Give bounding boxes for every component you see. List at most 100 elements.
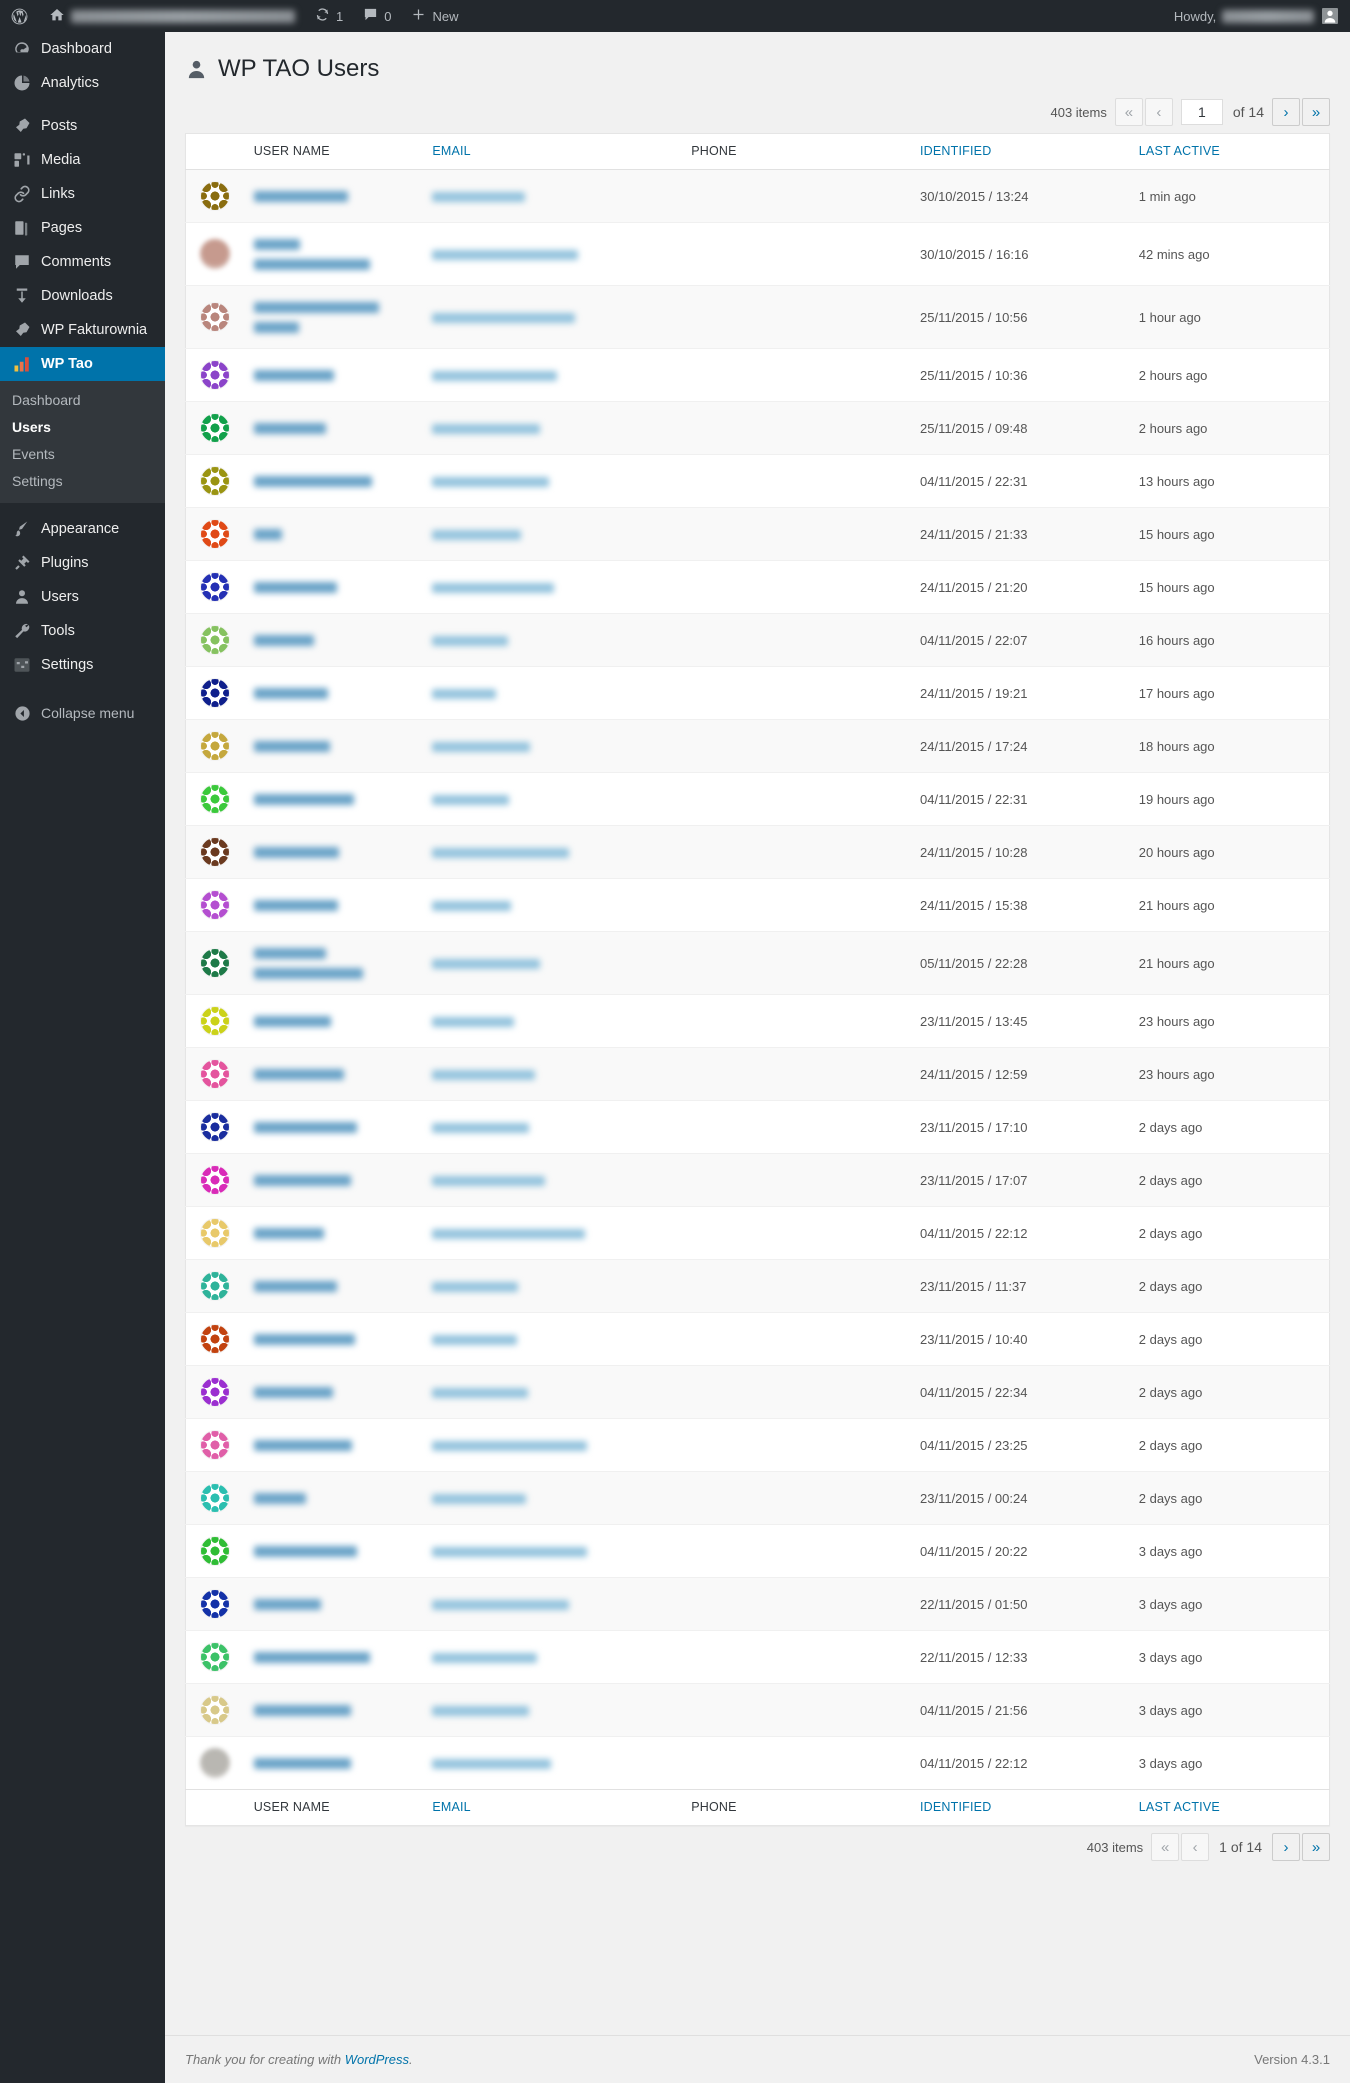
email-cell[interactable]: mikmail@wolka.com [422, 1259, 682, 1313]
email-cell[interactable]: strzelecznowak@o2.pl [422, 719, 682, 773]
collapse-menu-button[interactable]: Collapse menu [0, 696, 165, 730]
email-cell[interactable]: wh54brig.waw.pl [422, 994, 682, 1048]
sidebar-item-downloads[interactable]: Downloads [0, 279, 165, 313]
table-row[interactable]: Monika Wrona monikawronapoczta@gmail.com 0… [185, 1206, 1330, 1260]
user-name-cell[interactable]: Beata Janiszewska [243, 222, 423, 286]
user-name-cell[interactable]: Michal Jaworski [243, 169, 423, 223]
user-name-cell[interactable]: Emilia Grabis [243, 401, 423, 455]
table-row[interactable]: Anna Wrzesniak People Agency annawrzesnia… [185, 285, 1330, 349]
user-name-cell[interactable]: Marcin Malinowska [243, 1047, 423, 1101]
email-cell[interactable]: aszkuryszczak.pl [422, 878, 682, 932]
email-cell[interactable]: aburabcysk@gmail.com [422, 1683, 682, 1737]
email-cell[interactable]: mpaulabroda@gmail.com [422, 931, 682, 995]
table-row[interactable]: Emilia Grabis biuro.dorota@invertpa.pl 25/… [185, 401, 1330, 455]
user-name-cell[interactable]: Katarzyna Walwarad [243, 1524, 423, 1578]
table-row[interactable]: Agnieszka Karabasz aburabcysk@gmail.com 04… [185, 1683, 1330, 1737]
table-row[interactable]: Michal Jaworski przykrad@wp.pl 30/10/2015 … [185, 169, 1330, 223]
table-row[interactable]: Aneta Nphoplaba aszkuryszczak.pl 24/11/201… [185, 878, 1330, 932]
table-row[interactable]: Monika Sobota tinsob@tlen.pl 24/11/2015 / … [185, 666, 1330, 720]
table-row[interactable]: Beata Janiszewska kontakt@poznanagency.pl… [185, 222, 1330, 286]
sidebar-item-wp-fakturownia[interactable]: WP Fakturownia [0, 313, 165, 347]
table-row[interactable]: Katarzyna Walwarad katarzynawalwarad@outl… [185, 1524, 1330, 1578]
user-name-cell[interactable]: Milena Suchowiska [243, 1100, 423, 1154]
table-row[interactable]: Marta Murawska wh54brig.waw.pl 23/11/2015 … [185, 994, 1330, 1048]
user-name-cell[interactable]: Marta Murawska [243, 994, 423, 1048]
prev-page-button[interactable]: ‹ [1144, 98, 1173, 126]
email-cell[interactable]: gonadkragowa-a.pl [422, 1312, 682, 1366]
col-email-footer[interactable]: EMAIL [422, 1789, 682, 1826]
email-cell[interactable]: handlowy.wp.olbrokt.pl [422, 1047, 682, 1101]
col-last-active-footer[interactable]: LAST ACTIVE [1128, 1789, 1330, 1826]
table-row[interactable]: Katarzyna Sychlaba kontakt@katarzynabydlo… [185, 1418, 1330, 1472]
col-email[interactable]: EMAIL [422, 133, 682, 170]
user-name-cell[interactable]: Monika Wrona [243, 1206, 423, 1260]
sidebar-item-settings[interactable]: Settings [0, 648, 165, 682]
email-cell[interactable]: marketuxuri.pl@tlen.pl [422, 1365, 682, 1419]
email-cell[interactable]: marcin.jankowski@gmail.com [422, 348, 682, 402]
email-cell[interactable]: monikakowalska@kilkami.pl [422, 825, 682, 879]
first-page-button[interactable]: « [1114, 98, 1143, 126]
user-name-cell[interactable]: Agnieszka Karabasz [243, 1683, 423, 1737]
table-row[interactable]: Marcin Malinowska handlowy.wp.olbrokt.pl 2… [185, 1047, 1330, 1101]
sidebar-item-comments[interactable]: Comments [0, 245, 165, 279]
sidebar-item-users[interactable]: Users [0, 580, 165, 614]
email-cell[interactable]: monikawronapoczta@gmail.com [422, 1206, 682, 1260]
sidebar-item-posts[interactable]: Posts [0, 109, 165, 143]
sidebar-item-plugins[interactable]: Plugins [0, 546, 165, 580]
table-row[interactable]: Kamila Kaminska monikakowalska@kilkami.pl… [185, 825, 1330, 879]
col-last-active[interactable]: LAST ACTIVE [1128, 133, 1330, 170]
table-row[interactable]: Katarzyna Mikud mikmail@wolka.com 23/11/20… [185, 1259, 1330, 1313]
table-row[interactable]: Milena Suchowiska milenakurz@gmail.com 23/… [185, 1100, 1330, 1154]
table-row[interactable]: Aleksandra Cieslina karolina@tlen.pl 04/11… [185, 772, 1330, 826]
last-page-button-bottom[interactable]: » [1302, 1833, 1330, 1861]
user-name-cell[interactable]: Monika Romanowski [243, 1153, 423, 1207]
table-row[interactable]: Aneta Pawlak anetapawlak@metaloskletpl 22/… [185, 1577, 1330, 1631]
user-name-cell[interactable]: Katarzyna Sychlaba [243, 1418, 423, 1472]
user-name-cell[interactable]: Aleksandra Cieslina [243, 772, 423, 826]
user-name-cell[interactable]: Malgorzata Nowacka [243, 1312, 423, 1366]
table-row[interactable]: Adil Ismiec kontakt@abacomix.pl 23/11/2015… [185, 1471, 1330, 1525]
next-page-button[interactable]: › [1272, 98, 1300, 126]
submenu-item-dashboard[interactable]: Dashboard [12, 392, 81, 408]
table-row[interactable]: Malgorzata Nowacka gonadkragowa-a.pl 23/11… [185, 1312, 1330, 1366]
wordpress-logo-icon[interactable] [0, 0, 39, 32]
sidebar-item-media[interactable]: Media [0, 143, 165, 177]
user-name-cell[interactable]: Magdalena Pawlowska Sklep [243, 931, 423, 995]
site-name-menu[interactable]: Platforma Wiedzy Pani Sergiego Ciasa [39, 0, 305, 32]
prev-page-button-bottom[interactable]: ‹ [1181, 1833, 1210, 1861]
table-row[interactable]: Marcin Kasprzyk marketuxuri.pl@tlen.pl 04/… [185, 1365, 1330, 1419]
sidebar-item-pages[interactable]: Pages [0, 211, 165, 245]
next-page-button-bottom[interactable]: › [1272, 1833, 1300, 1861]
email-cell[interactable]: zarekaurszula@gmail.com [422, 560, 682, 614]
email-cell[interactable]: przykrad@wp.pl [422, 169, 682, 223]
table-row[interactable]: Monika Kowan Pierzak annawronski@gmail.co… [185, 1630, 1330, 1684]
table-row[interactable]: Dorota Zarnecka zarekaurszula@gmail.com 24… [185, 560, 1330, 614]
new-content-menu[interactable]: New [401, 0, 468, 32]
user-name-cell[interactable]: Katarzyna Mikud [243, 1259, 423, 1313]
email-cell[interactable]: kontakt@abacomix.pl [422, 1471, 682, 1525]
user-name-cell[interactable]: Anna Wrzesniak People Agency [243, 285, 423, 349]
table-row[interactable]: Michalina Nowakowska hanuszko@bc.net.pl 04… [185, 454, 1330, 508]
email-cell[interactable]: monika_romanowski@wp.pl [422, 1153, 682, 1207]
table-row[interactable]: Magdalena Pawlowska Sklep mpaulabroda@gma… [185, 931, 1330, 995]
sidebar-item-links[interactable]: Links [0, 177, 165, 211]
table-row[interactable]: Lucas lgrabowska@gmail.com 24/11/2015 / 21… [185, 507, 1330, 561]
col-identified[interactable]: IDENTIFIED [910, 133, 1129, 170]
user-name-cell[interactable]: Kinga Borowska [243, 719, 423, 773]
user-name-cell[interactable]: Adil Ismiec [243, 1471, 423, 1525]
sidebar-item-tools[interactable]: Tools [0, 614, 165, 648]
submenu-item-events[interactable]: Events [12, 446, 55, 462]
email-cell[interactable]: hanuszko@bc.net.pl [422, 454, 682, 508]
user-name-cell[interactable]: Monika Sobota [243, 666, 423, 720]
col-identified-footer[interactable]: IDENTIFIED [910, 1789, 1129, 1826]
col-user-name[interactable]: USER NAME [243, 133, 423, 170]
email-cell[interactable]: annawrzesniak@people.pl [422, 285, 682, 349]
current-page-input[interactable] [1180, 99, 1223, 125]
updates-menu[interactable]: 1 [305, 0, 353, 32]
col-phone-footer[interactable]: PHONE [681, 1789, 910, 1826]
wordpress-link[interactable]: WordPress [344, 2052, 409, 2067]
user-name-cell[interactable]: Marcin Kasprzyk [243, 1365, 423, 1419]
email-cell[interactable]: kontakt@katarzynabydlowlcz.com [422, 1418, 682, 1472]
col-phone[interactable]: PHONE [681, 133, 910, 170]
email-cell[interactable]: annawronski@gmail.com [422, 1630, 682, 1684]
